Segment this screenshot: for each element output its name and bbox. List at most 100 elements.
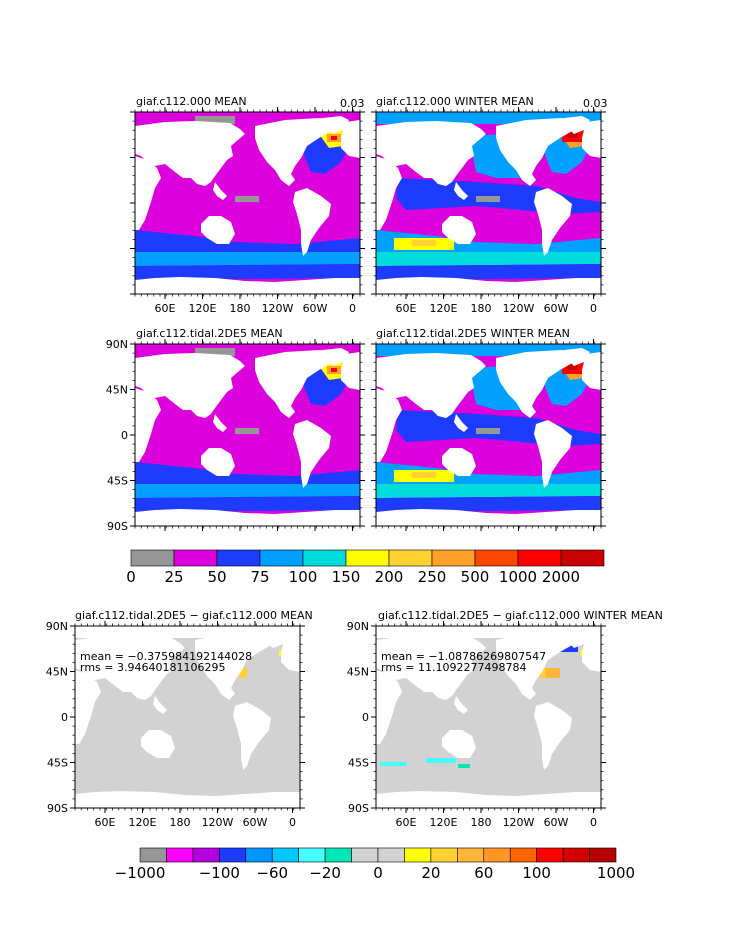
lon-tick-label: 60E bbox=[95, 816, 116, 829]
colorbar-label: 500 bbox=[461, 568, 490, 586]
colorbar-label: 75 bbox=[250, 568, 269, 586]
lon-tick-label: 120W bbox=[262, 302, 294, 315]
colorbar-label: 50 bbox=[207, 568, 226, 586]
lon-tick-label: 0 bbox=[349, 302, 356, 315]
colorbar-swatch bbox=[139, 847, 167, 863]
colorbar-swatch bbox=[324, 847, 352, 863]
colorbar-label: 1000 bbox=[597, 864, 635, 882]
colorbar-label: 0 bbox=[126, 568, 136, 586]
colorbar-label: −60 bbox=[256, 864, 288, 882]
southern-ocean-band-3 bbox=[376, 496, 601, 512]
colorbar-swatch bbox=[404, 847, 432, 863]
southern-ocean-band-3 bbox=[376, 264, 601, 280]
land-northamerica bbox=[195, 632, 280, 700]
land-seasia bbox=[213, 182, 227, 200]
tropical-shallow-region bbox=[235, 196, 259, 202]
lon-tick-label: 0 bbox=[590, 816, 597, 829]
colorbar-label: 2000 bbox=[542, 568, 580, 586]
lon-tick-label: 120E bbox=[430, 816, 458, 829]
land-southamerica bbox=[233, 702, 271, 770]
colorbar-swatch bbox=[345, 549, 390, 567]
colorbar-swatch bbox=[302, 549, 347, 567]
land-australia bbox=[442, 216, 476, 244]
land-australia bbox=[141, 730, 175, 758]
lat-tick-label: 45N bbox=[347, 666, 369, 679]
land-greenland bbox=[564, 348, 590, 366]
diff-rms-stat-1: rms = 3.94640181106295 bbox=[80, 661, 226, 674]
southern-ocean-band-2 bbox=[135, 252, 360, 266]
panel-title-5: giaf.c112.tidal.2DE5 − giaf.c112.000 MEA… bbox=[75, 609, 313, 622]
lon-tick-label: 180 bbox=[471, 302, 492, 315]
land-greenland bbox=[564, 116, 590, 134]
max-depth-region bbox=[566, 362, 578, 370]
land-northamerica bbox=[496, 632, 581, 700]
southern-ocean-band-3 bbox=[135, 496, 360, 512]
panel-title-4: giaf.c112.tidal.2DE5 WINTER MEAN bbox=[376, 327, 570, 340]
land-greenland bbox=[263, 630, 289, 648]
max-depth-region bbox=[331, 136, 337, 140]
lon-tick-label: 120E bbox=[189, 302, 217, 315]
lat-tick-label: 45S bbox=[47, 757, 68, 770]
diff-mean-stat-2: mean = −1.08786269807547 bbox=[381, 650, 547, 663]
colorbar-swatch bbox=[166, 847, 194, 863]
map-panel-mean-diff: 60E 120E 180 120W 60W 0 90N 45N 0 45S 90S bbox=[46, 620, 305, 829]
panel-units-2: 0.03 bbox=[583, 97, 608, 110]
southern-anomaly-3 bbox=[458, 764, 470, 768]
colorbar-label: 200 bbox=[375, 568, 404, 586]
lat-tick-label: 90S bbox=[47, 802, 68, 815]
lat-tick-label: 90N bbox=[106, 338, 128, 351]
colorbar-label: 0 bbox=[373, 864, 383, 882]
lat-tick-label: 45S bbox=[107, 475, 128, 488]
colorbar-label: 1000 bbox=[499, 568, 537, 586]
colorbar-swatch bbox=[351, 847, 379, 863]
tropical-shallow-region bbox=[476, 196, 500, 202]
max-depth-region bbox=[331, 368, 337, 372]
land-northamerica bbox=[496, 350, 581, 418]
panel-title-3: giaf.c112.tidal.2DE5 MEAN bbox=[136, 327, 283, 340]
colorbar-swatch bbox=[245, 847, 273, 863]
colorbar-top: 0 25 50 75 100 150 200 250 500 1000 2000 bbox=[126, 549, 605, 586]
land-africa bbox=[75, 670, 101, 744]
lon-tick-label: 120W bbox=[202, 816, 234, 829]
lon-tick-label: 120E bbox=[430, 302, 458, 315]
lon-tick-label: 120E bbox=[129, 816, 157, 829]
lat-tick-label: 90S bbox=[348, 802, 369, 815]
land-southamerica bbox=[534, 420, 572, 488]
colorbar-swatch bbox=[192, 847, 220, 863]
labrador-anomaly bbox=[239, 668, 247, 678]
land-europe bbox=[582, 634, 601, 672]
lon-tick-label: 60W bbox=[544, 816, 569, 829]
land-europe bbox=[341, 352, 360, 390]
colorbar-swatch bbox=[509, 847, 537, 863]
land-eurasia bbox=[135, 121, 245, 186]
tropical-shallow-region bbox=[476, 428, 500, 434]
land-southamerica bbox=[293, 420, 331, 488]
colorbar-swatch bbox=[130, 549, 175, 567]
colorbar-swatch bbox=[388, 549, 433, 567]
panel-title-2: giaf.c112.000 WINTER MEAN bbox=[376, 95, 534, 108]
lon-tick-label: 60E bbox=[396, 816, 417, 829]
land-seasia bbox=[213, 414, 227, 432]
land-eurasia bbox=[75, 635, 185, 700]
lon-tick-label: 60W bbox=[303, 302, 328, 315]
land-seasia bbox=[454, 414, 468, 432]
land-northamerica bbox=[255, 350, 340, 418]
lon-tick-label: 60E bbox=[155, 302, 176, 315]
southern-ocean-band-2 bbox=[376, 252, 601, 266]
land-europe bbox=[582, 120, 601, 158]
colorbar-swatch bbox=[219, 847, 247, 863]
map-panel-winter-control: 60E 120E 180 120W 60W 0 bbox=[371, 107, 606, 315]
land-australia bbox=[201, 216, 235, 244]
arctic-shallow-region bbox=[195, 348, 235, 356]
map-panel-winter-tidal bbox=[371, 339, 606, 531]
lat-tick-label: 0 bbox=[121, 429, 128, 442]
map-panel-winter-diff: 60E 120E 180 120W 60W 0 90N 45N 0 45S 90S bbox=[347, 620, 606, 829]
map-panel-mean-tidal: 90N 45N 0 45S 90S bbox=[106, 338, 365, 533]
land-eurasia bbox=[376, 353, 486, 418]
panel-units-1: 0.03 bbox=[340, 97, 365, 110]
land-antarctica bbox=[75, 791, 300, 808]
lat-tick-label: 0 bbox=[362, 711, 369, 724]
land-australia bbox=[201, 448, 235, 476]
diff-rms-stat-2: rms = 11.1092277498784 bbox=[381, 661, 527, 674]
colorbar-label: −100 bbox=[199, 864, 240, 882]
